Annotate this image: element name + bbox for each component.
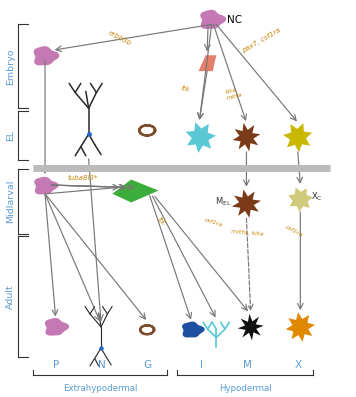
Polygon shape bbox=[112, 179, 158, 202]
Polygon shape bbox=[238, 314, 264, 341]
Polygon shape bbox=[182, 322, 205, 337]
Text: Embryo: Embryo bbox=[6, 48, 15, 85]
Polygon shape bbox=[200, 10, 226, 29]
Polygon shape bbox=[33, 46, 59, 66]
Text: X$_{\mathregular{C}}$: X$_{\mathregular{C}}$ bbox=[311, 191, 323, 203]
Text: mitfa, kita: mitfa, kita bbox=[231, 229, 264, 237]
Text: erbb3b: erbb3b bbox=[107, 29, 132, 46]
Polygon shape bbox=[34, 177, 58, 195]
Text: ltk: ltk bbox=[156, 216, 167, 226]
Text: tuba8l3*: tuba8l3* bbox=[67, 175, 98, 181]
Polygon shape bbox=[288, 187, 313, 212]
Text: EL: EL bbox=[6, 130, 15, 141]
Polygon shape bbox=[232, 123, 260, 152]
Text: G: G bbox=[144, 360, 152, 370]
Text: csf1ra: csf1ra bbox=[284, 224, 304, 238]
Text: kita
mitfa: kita mitfa bbox=[225, 87, 244, 101]
Polygon shape bbox=[199, 55, 216, 71]
Polygon shape bbox=[283, 123, 312, 152]
Text: csf1ra: csf1ra bbox=[204, 218, 224, 228]
Text: M: M bbox=[243, 360, 252, 370]
Polygon shape bbox=[232, 189, 261, 218]
Text: Hypodermal: Hypodermal bbox=[219, 384, 272, 393]
Polygon shape bbox=[186, 122, 216, 153]
Text: I: I bbox=[200, 360, 203, 370]
Text: NC: NC bbox=[227, 15, 242, 25]
Polygon shape bbox=[286, 312, 315, 342]
Text: N: N bbox=[98, 360, 106, 370]
Text: M$_{\mathregular{EL}}$: M$_{\mathregular{EL}}$ bbox=[215, 195, 231, 208]
Text: Adult: Adult bbox=[6, 284, 15, 309]
Text: P: P bbox=[53, 360, 59, 370]
Text: Extrahypodermal: Extrahypodermal bbox=[63, 384, 137, 393]
Polygon shape bbox=[45, 318, 69, 335]
Text: ltk: ltk bbox=[181, 85, 191, 93]
Text: Midlarval: Midlarval bbox=[6, 179, 15, 223]
Text: X: X bbox=[295, 360, 302, 370]
Text: pax7, csf1ra: pax7, csf1ra bbox=[241, 27, 282, 54]
